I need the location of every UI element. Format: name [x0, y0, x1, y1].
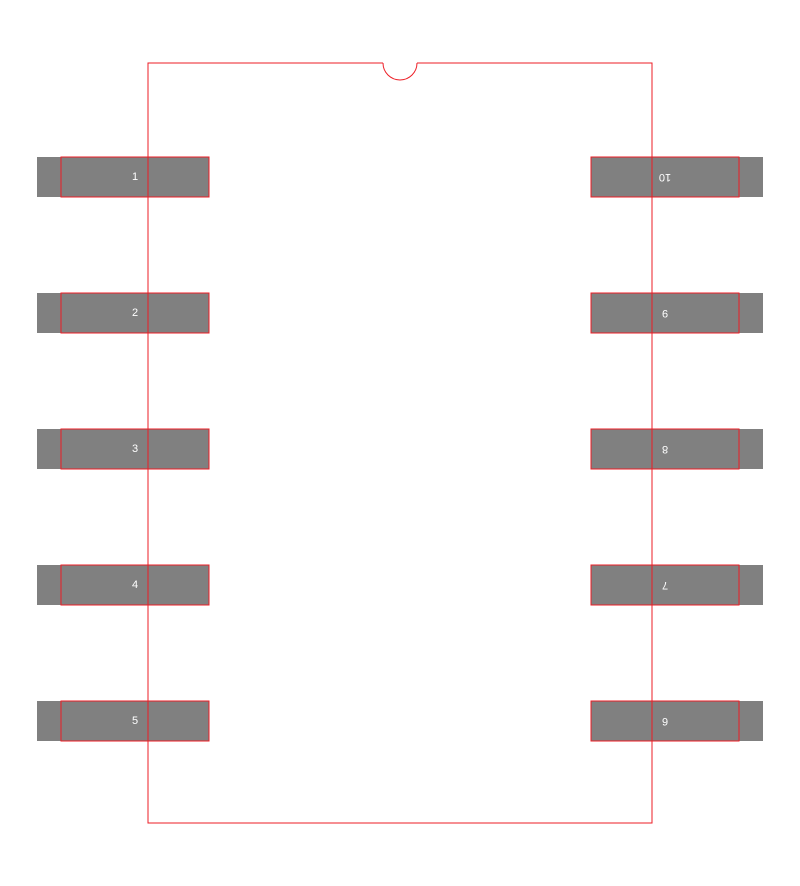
pad-1	[37, 157, 209, 197]
pad-3	[37, 429, 209, 469]
pad-7	[591, 565, 763, 605]
pin-label-3: 3	[132, 443, 138, 455]
pin1-notch	[383, 63, 417, 80]
pin-label-5: 5	[132, 715, 138, 727]
ic-package-diagram: 1 2 3 4 5 10 9 8 7 6	[0, 0, 800, 886]
pin-label-2: 2	[132, 307, 138, 319]
pad-9	[591, 293, 763, 333]
pad-2	[37, 293, 209, 333]
pad-10	[591, 157, 763, 197]
pin-label-1: 1	[132, 171, 138, 183]
pin-label-6: 6	[662, 715, 668, 727]
notch-mask	[383, 62, 417, 65]
pin-label-4: 4	[132, 579, 138, 591]
pin-label-9: 9	[662, 307, 668, 319]
pad-5	[37, 701, 209, 741]
pin-label-7: 7	[662, 579, 668, 591]
pad-6	[591, 701, 763, 741]
ic-body-outline	[148, 63, 652, 823]
pin-label-8: 8	[662, 443, 668, 455]
pad-8	[591, 429, 763, 469]
pin-label-10: 10	[659, 171, 671, 183]
pad-4	[37, 565, 209, 605]
